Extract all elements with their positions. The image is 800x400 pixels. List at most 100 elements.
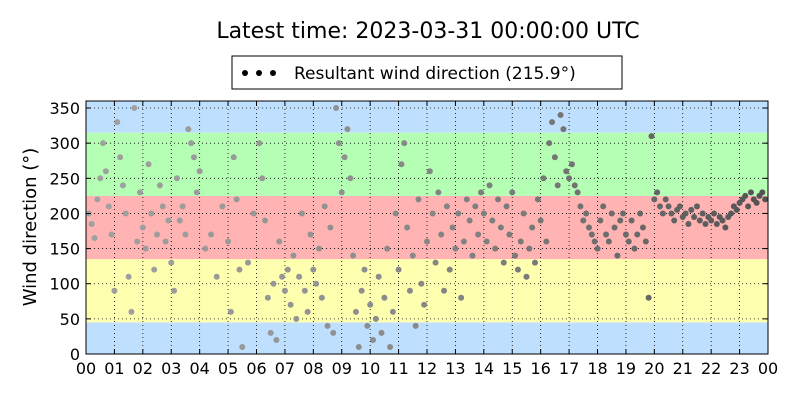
data-point <box>330 329 337 336</box>
data-point <box>375 273 382 280</box>
data-point <box>537 217 544 224</box>
data-point <box>654 189 661 196</box>
data-point <box>387 343 394 350</box>
data-point <box>350 252 357 259</box>
data-point <box>506 231 513 238</box>
data-point <box>728 210 735 217</box>
data-point <box>753 199 760 206</box>
data-point <box>455 210 462 217</box>
data-point <box>97 175 104 182</box>
data-point <box>534 196 541 203</box>
y-axis-label: Wind direction (°) <box>20 148 41 307</box>
y-axis-ticks: 0 50 100 150 200 250 300 350 <box>49 99 768 364</box>
data-point <box>642 238 649 245</box>
data-point <box>142 245 149 252</box>
data-point <box>227 308 234 315</box>
data-point <box>88 220 95 227</box>
data-point <box>176 217 183 224</box>
x-tick-label: 07 <box>275 359 295 378</box>
data-point <box>594 245 601 252</box>
data-point <box>449 224 456 231</box>
data-point <box>307 231 314 238</box>
data-point <box>370 336 377 343</box>
data-point <box>225 238 232 245</box>
data-point <box>91 235 98 242</box>
data-point <box>256 140 263 147</box>
data-point <box>100 140 107 147</box>
data-point <box>165 217 172 224</box>
data-point <box>378 329 385 336</box>
data-point <box>262 217 269 224</box>
data-point <box>446 266 453 273</box>
data-point <box>622 231 629 238</box>
data-point <box>472 203 479 210</box>
data-point <box>355 343 362 350</box>
data-point <box>287 301 294 308</box>
legend-dot <box>256 70 262 76</box>
data-point <box>264 294 271 301</box>
data-point <box>682 210 689 217</box>
data-point <box>580 217 587 224</box>
data-point <box>585 224 592 231</box>
x-tick-label: 09 <box>332 359 352 378</box>
data-point <box>139 224 146 231</box>
data-point <box>702 220 709 227</box>
data-point <box>659 210 666 217</box>
data-point <box>284 266 291 273</box>
data-point <box>188 140 195 147</box>
data-point <box>497 224 504 231</box>
data-point <box>426 168 433 175</box>
y-tick-label: 200 <box>49 204 80 223</box>
y-tick-label: 350 <box>49 99 80 118</box>
data-point <box>415 196 422 203</box>
x-tick-label: 06 <box>246 359 266 378</box>
data-point <box>293 315 300 322</box>
data-point <box>185 126 192 133</box>
data-point <box>452 245 459 252</box>
data-point <box>614 252 621 259</box>
data-point <box>691 213 698 220</box>
data-point <box>208 231 215 238</box>
data-point <box>156 182 163 189</box>
data-point <box>543 238 550 245</box>
x-tick-label: 05 <box>218 359 238 378</box>
data-point <box>259 175 266 182</box>
data-point <box>711 210 718 217</box>
x-tick-label: 03 <box>161 359 181 378</box>
data-point <box>577 203 584 210</box>
data-point <box>611 224 618 231</box>
data-point <box>424 238 430 245</box>
data-point <box>276 238 283 245</box>
x-tick-label: 00 <box>76 359 96 378</box>
data-point <box>94 196 101 203</box>
data-point <box>270 280 277 287</box>
data-point <box>719 217 726 224</box>
data-point <box>546 140 553 147</box>
data-point <box>358 287 365 294</box>
data-point <box>475 231 482 238</box>
legend-dot <box>270 70 276 76</box>
data-point <box>145 161 152 168</box>
data-point <box>105 203 112 210</box>
data-point <box>316 245 323 252</box>
data-point <box>381 294 388 301</box>
data-point <box>466 217 473 224</box>
data-point <box>733 206 740 213</box>
data-point <box>412 322 419 329</box>
data-point <box>125 273 132 280</box>
data-point <box>693 203 700 210</box>
data-point <box>526 245 533 252</box>
data-point <box>333 105 340 112</box>
data-point <box>418 280 425 287</box>
data-point <box>182 231 189 238</box>
data-point <box>404 224 411 231</box>
data-point <box>480 210 487 217</box>
data-point <box>625 238 632 245</box>
data-point <box>557 112 564 119</box>
x-axis-ticks: 00 01 02 03 04 05 06 07 08 09 10 11 12 13 14 15 16 17 18 19… <box>76 101 778 378</box>
data-point <box>193 189 200 196</box>
data-point <box>401 140 408 147</box>
data-point <box>324 322 331 329</box>
data-point <box>492 245 499 252</box>
data-point <box>762 196 769 203</box>
